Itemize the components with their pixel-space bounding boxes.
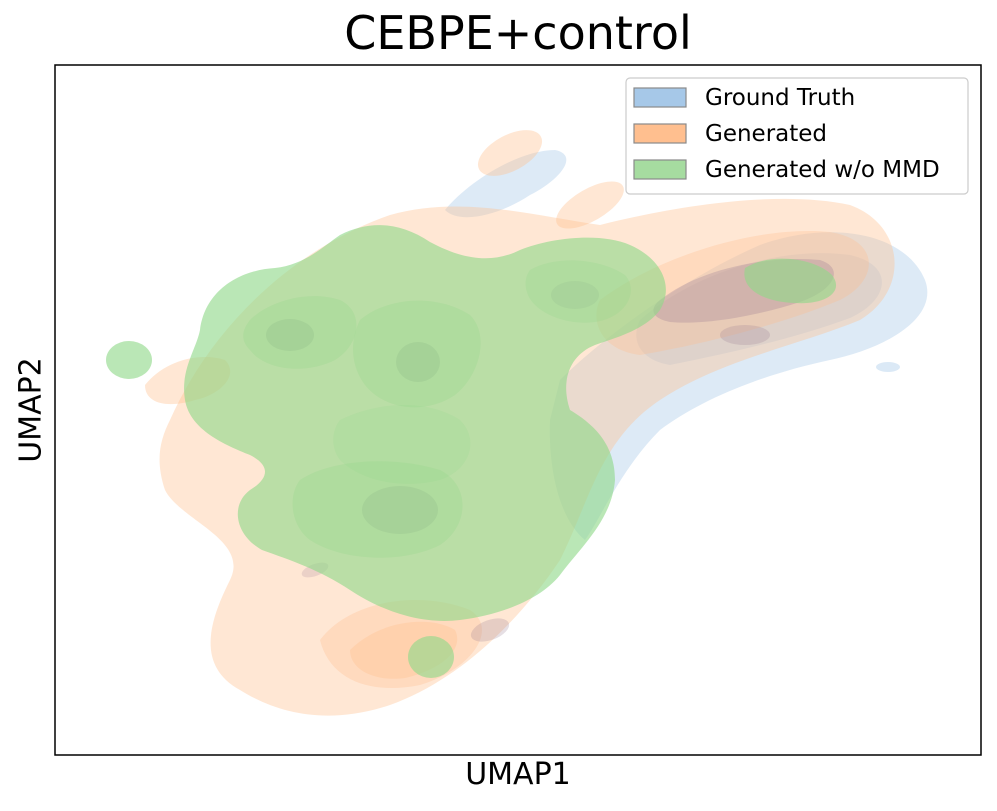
generated-wo-mmd-inner-5 xyxy=(333,405,471,484)
legend-swatch-generated-w-o-mmd xyxy=(633,159,687,180)
legend-label-generated-w-o-mmd: Generated w/o MMD xyxy=(705,157,940,183)
ground-truth-upper-blob xyxy=(445,150,567,218)
generated-top-blob-1 xyxy=(477,130,543,176)
legend-swatch-ground-truth xyxy=(633,87,687,108)
legend: Ground Truth Generated Generated w/o MMD xyxy=(625,77,969,195)
series-generated-wo-mmd-density xyxy=(106,225,837,678)
ground-truth-small-blob xyxy=(876,362,900,372)
generated-wo-mmd-inner-4 xyxy=(525,260,631,323)
legend-frame xyxy=(625,77,969,195)
generated-wo-mmd-outer-contour xyxy=(184,225,666,621)
generated-wo-mmd-left-blob xyxy=(106,341,152,379)
overlap-core-right-2 xyxy=(720,325,770,345)
generated-wo-mmd-bottom-blob xyxy=(408,636,454,678)
legend-swatch-generated xyxy=(633,123,687,144)
plot-frame xyxy=(54,64,982,756)
ground-truth-outer-contour xyxy=(549,232,928,541)
chart-title: CEBPE+control xyxy=(344,6,692,60)
generated-wo-mmd-inner-2 xyxy=(353,300,481,408)
x-axis-label: UMAP1 xyxy=(465,757,571,792)
overlap-core-bottom xyxy=(470,618,510,642)
generated-wo-mmd-inner-1 xyxy=(243,296,357,369)
generated-wo-mmd-right-blob xyxy=(744,258,837,304)
legend-label-ground-truth: Ground Truth xyxy=(705,85,855,111)
legend-label-generated: Generated xyxy=(705,121,827,147)
generated-wo-mmd-inner-3 xyxy=(292,461,463,558)
generated-top-blob-2 xyxy=(556,181,624,229)
